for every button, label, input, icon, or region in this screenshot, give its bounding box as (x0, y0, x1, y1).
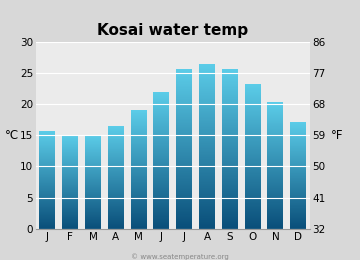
Y-axis label: °C: °C (5, 129, 19, 142)
Title: Kosai water temp: Kosai water temp (97, 23, 248, 38)
Y-axis label: °F: °F (330, 129, 343, 142)
Text: © www.seatemperature.org: © www.seatemperature.org (131, 253, 229, 260)
